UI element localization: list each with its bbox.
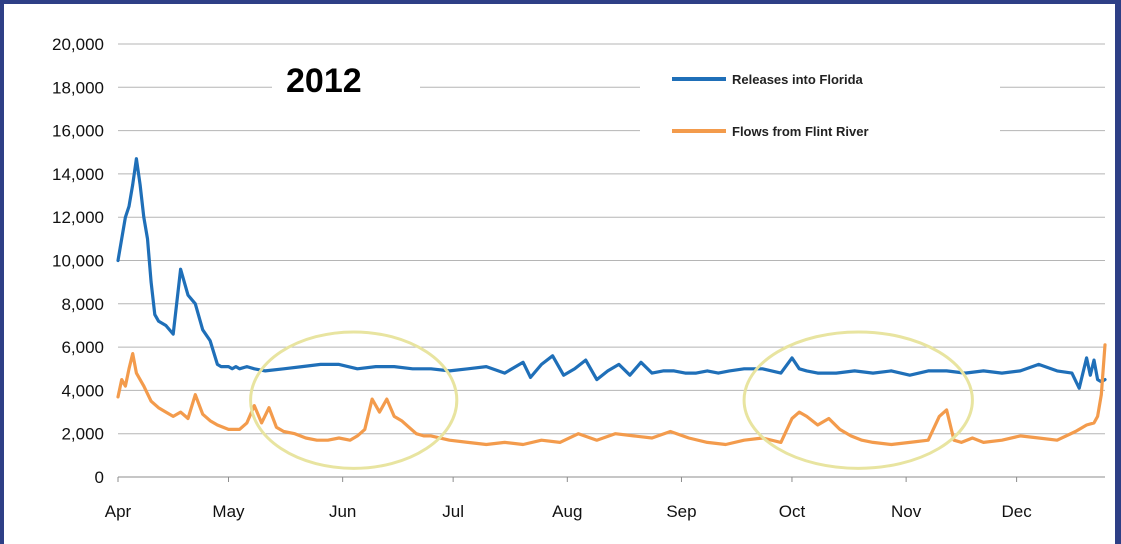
y-tick-label: 2,000	[61, 425, 104, 444]
y-axis-ticks: 0 2,000 4,000 6,000 8,000 10,000 12,000 14,000 1…	[52, 35, 104, 487]
y-tick-label: 20,000	[52, 35, 104, 54]
series-line-releases	[116, 157, 1107, 390]
y-tick-label: 14,000	[52, 165, 104, 184]
y-tick-label: 16,000	[52, 122, 104, 141]
legend-background	[640, 60, 1000, 150]
y-tick-label: 8,000	[61, 295, 104, 314]
x-tick-label: Apr	[105, 502, 132, 521]
legend-label-flint: Flows from Flint River	[732, 124, 869, 139]
y-tick-label: 18,000	[52, 78, 104, 97]
y-tick-label: 0	[95, 468, 104, 487]
title-background	[272, 52, 420, 108]
y-tick-label: 12,000	[52, 208, 104, 227]
y-tick-label: 10,000	[52, 252, 104, 271]
x-tick-label: Aug	[552, 502, 582, 521]
y-tick-label: 4,000	[61, 381, 104, 400]
x-tick-label: Jun	[329, 502, 356, 521]
x-tick-label: Sep	[666, 502, 696, 521]
x-tick-label: Jul	[442, 502, 464, 521]
highlight-ellipses	[249, 330, 974, 470]
x-tick-label: Dec	[1001, 502, 1032, 521]
highlight-ellipse	[742, 330, 974, 470]
x-axis-ticks: Apr May Jun Jul Aug Sep Oct Nov Dec	[105, 477, 1032, 521]
x-tick-label: May	[212, 502, 245, 521]
x-tick-label: Oct	[779, 502, 806, 521]
legend-label-releases: Releases into Florida	[732, 72, 864, 87]
highlight-ellipse	[249, 330, 459, 470]
y-tick-label: 6,000	[61, 338, 104, 357]
legend: Releases into Florida Flows from Flint R…	[672, 72, 869, 139]
series-lines	[116, 157, 1107, 447]
series-line-flint	[116, 343, 1107, 447]
chart-title: 2012	[286, 62, 362, 100]
x-tick-label: Nov	[891, 502, 922, 521]
